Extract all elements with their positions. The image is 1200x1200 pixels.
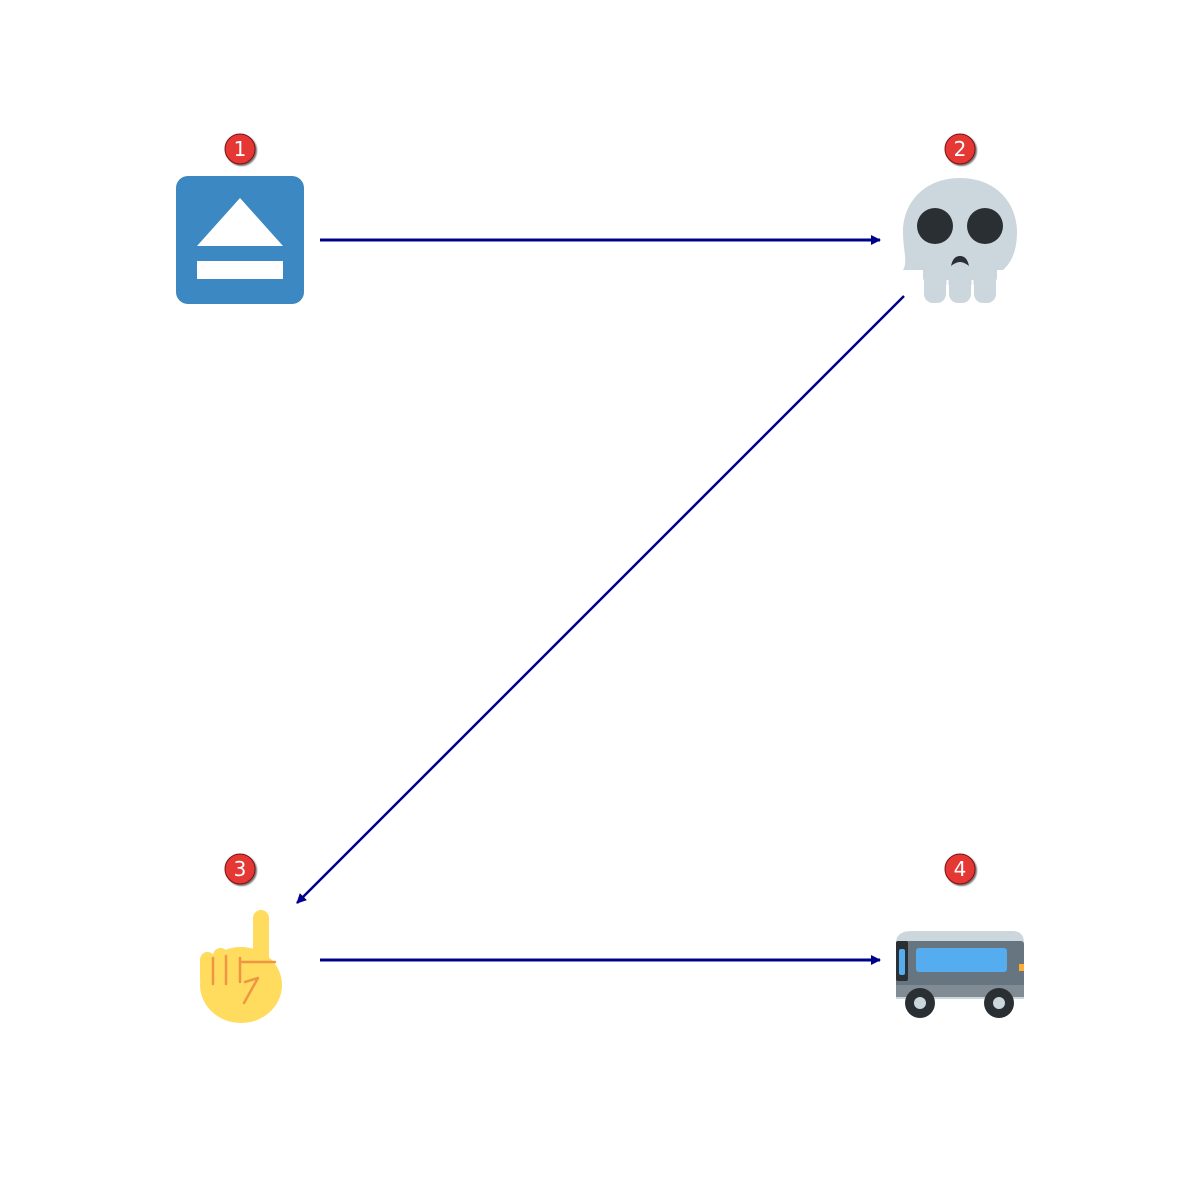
eject-icon <box>176 176 304 304</box>
node-badge-2 <box>944 133 976 165</box>
bus-icon <box>896 931 1024 1018</box>
node-badge-4 <box>944 853 976 885</box>
node-badge-1 <box>224 133 256 165</box>
node-2: 2 <box>903 133 1017 303</box>
index-pointing-up-icon <box>200 910 282 1023</box>
skull-icon <box>903 178 1017 303</box>
node-badge-3 <box>224 853 256 885</box>
node-3: 3 <box>200 853 282 1023</box>
node-1: 1 <box>176 133 304 304</box>
node-label-4: 4 <box>954 857 967 881</box>
node-4: 4 <box>896 853 1024 1018</box>
node-label-1: 1 <box>234 137 247 161</box>
edge-2-to-3 <box>296 295 905 904</box>
node-label-3: 3 <box>234 857 247 881</box>
node-label-2: 2 <box>954 137 967 161</box>
